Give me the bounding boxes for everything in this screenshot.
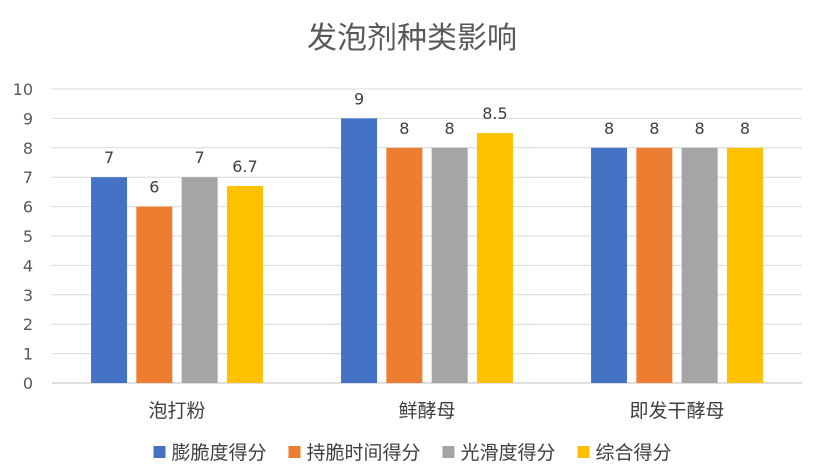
legend-swatch [153, 446, 166, 458]
data-label: 6.7 [232, 157, 257, 176]
data-label: 7 [195, 148, 205, 167]
bar [136, 206, 173, 383]
legend-entry: 综合得分 [596, 442, 672, 464]
x-category-label: 即发干酵母 [629, 400, 724, 422]
legend-entry: 持脆时间得分 [307, 442, 421, 464]
y-tick-label: 8 [23, 139, 33, 158]
data-label: 8 [445, 119, 455, 138]
y-tick-label: 0 [23, 374, 33, 393]
bar [341, 118, 378, 384]
gridlines [52, 88, 802, 384]
y-tick-label: 10 [13, 80, 33, 99]
chart-title: 发泡剂种类影响 [307, 21, 517, 56]
x-category-label: 鲜酵母 [398, 400, 455, 422]
bar [476, 133, 513, 383]
data-label: 8 [399, 119, 409, 138]
bar [226, 186, 263, 383]
y-tick-label: 1 [23, 345, 33, 364]
data-label: 8 [740, 119, 750, 138]
bar [681, 147, 718, 383]
bar [386, 147, 423, 383]
legend-swatch [288, 446, 301, 458]
x-axis-categories: 泡打粉 鲜酵母 即发干酵母 [148, 400, 724, 422]
data-label: 8 [604, 119, 614, 138]
data-label: 8.5 [482, 104, 507, 123]
y-tick-label: 9 [23, 109, 33, 128]
y-axis-ticks: 0 1 2 3 4 5 6 7 8 9 10 [13, 80, 33, 393]
y-tick-label: 2 [23, 315, 33, 334]
x-category-label: 泡打粉 [148, 400, 205, 422]
legend-entry: 膨脆度得分 [172, 442, 267, 464]
bar [181, 177, 218, 383]
legend: 膨脆度得分 持脆时间得分 光滑度得分 综合得分 [153, 442, 672, 464]
y-tick-label: 7 [23, 168, 33, 187]
bar [591, 147, 628, 383]
bar [636, 147, 673, 383]
bar [91, 177, 128, 383]
y-tick-label: 4 [23, 256, 33, 275]
data-label: 9 [354, 89, 364, 108]
data-label: 8 [649, 119, 659, 138]
bar [726, 147, 763, 383]
data-label: 6 [149, 178, 159, 197]
data-label: 8 [695, 119, 705, 138]
legend-swatch [442, 446, 455, 458]
y-tick-label: 6 [23, 198, 33, 217]
y-tick-label: 3 [23, 286, 33, 305]
data-labels: 7 6 7 6.7 9 8 8 8.5 8 8 8 8 [104, 89, 750, 196]
bars [91, 118, 763, 384]
bar [431, 147, 468, 383]
y-tick-label: 5 [23, 227, 33, 246]
legend-swatch [577, 446, 590, 458]
data-label: 7 [104, 148, 114, 167]
legend-entry: 光滑度得分 [461, 442, 556, 464]
